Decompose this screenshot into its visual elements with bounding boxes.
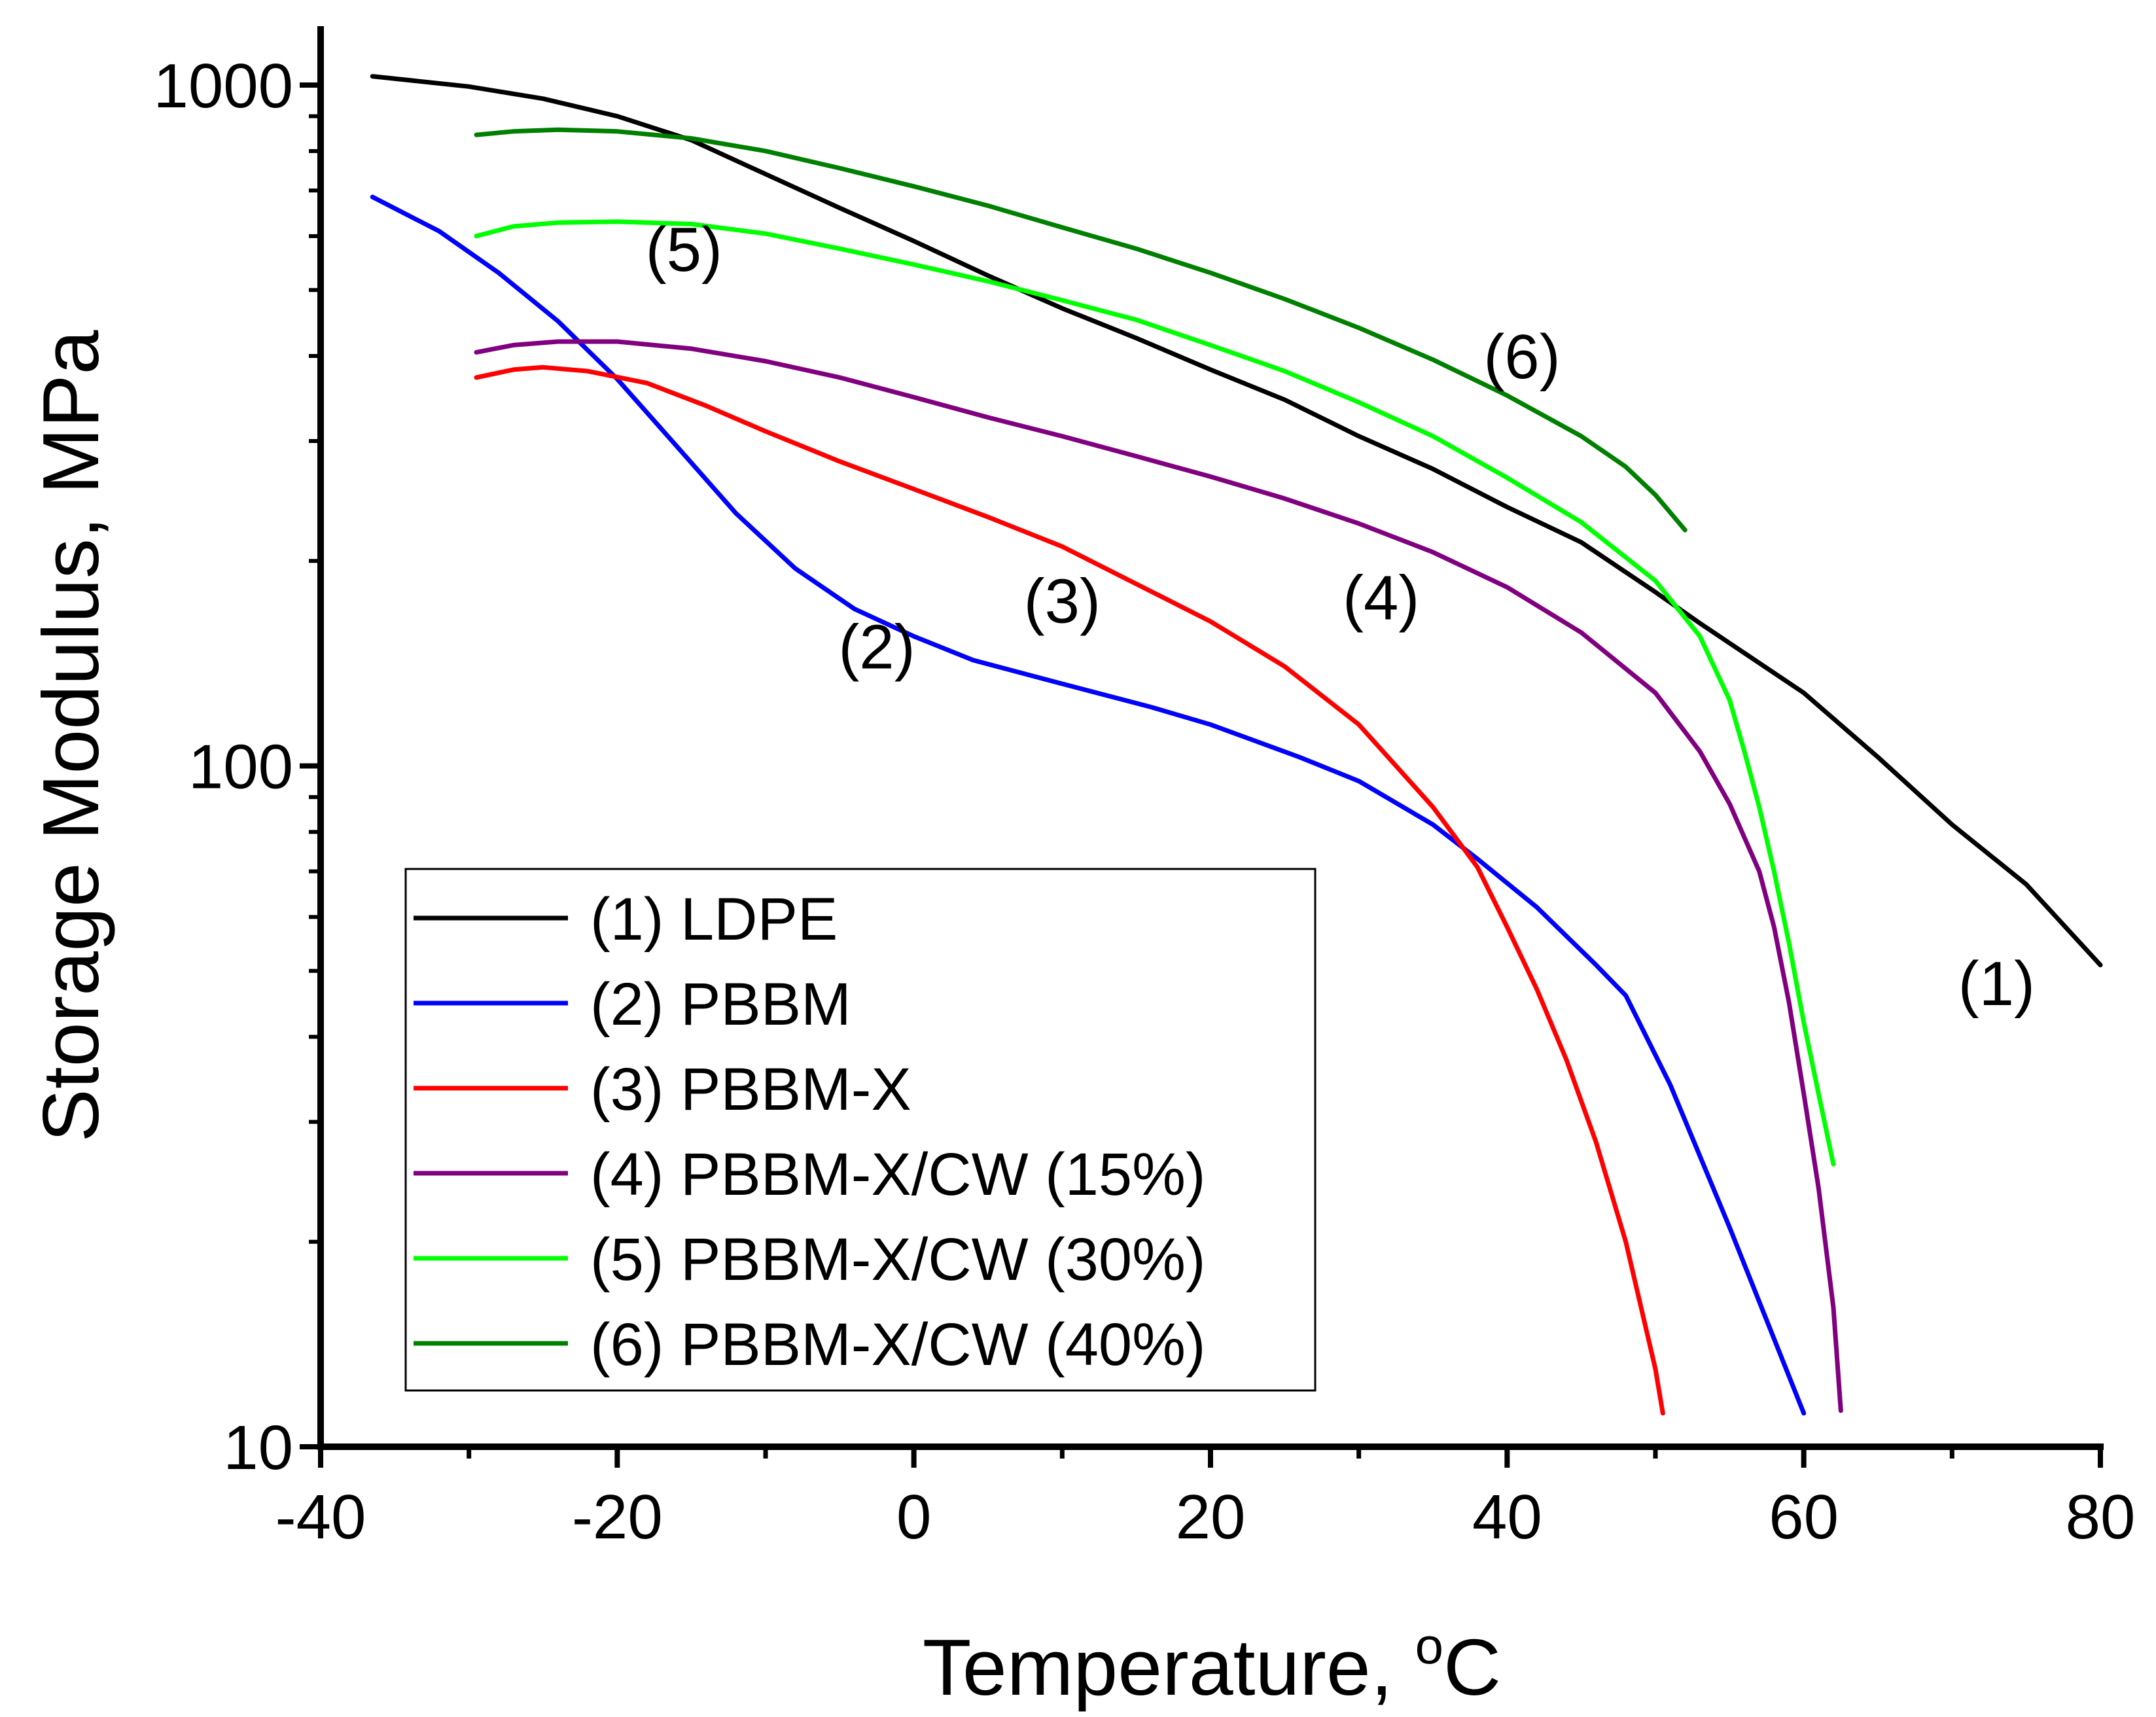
x-tick-label: 80 (2066, 1482, 2136, 1552)
legend-items: (1) LDPE (2) PBBM (3) PBBM-X (4) PBBM-X/CW … (414, 886, 1206, 1378)
curve-label-1: (1) (1958, 949, 2035, 1019)
series-line-2 (370, 194, 1807, 1416)
curve-label-5: (5) (646, 215, 722, 285)
x-tick-label: 20 (1176, 1482, 1246, 1552)
legend-label-4: (4) PBBM-X/CW (15%) (590, 1141, 1206, 1208)
x-axis-title: Temperature, oC (923, 1617, 1501, 1712)
y-tick-label: 10 (223, 1413, 293, 1483)
curve-label-2: (2) (838, 612, 915, 682)
curve-label-4: (4) (1343, 563, 1419, 633)
series-layer (370, 74, 2103, 1416)
legend: (1) LDPE (2) PBBM (3) PBBM-X (4) PBBM-X/CW … (404, 868, 1317, 1392)
series-line-5 (474, 219, 1836, 1167)
legend-label-1: (1) LDPE (590, 886, 838, 953)
legend-label-5: (5) PBBM-X/CW (30%) (590, 1226, 1206, 1293)
legend-label-3: (3) PBBM-X (590, 1056, 911, 1123)
curve-label-3: (3) (1024, 567, 1101, 637)
curve-labels: (1) (2) (3) (4) (5) (6) (646, 215, 2035, 1019)
x-tick-label: 40 (1472, 1482, 1542, 1552)
legend-box (404, 868, 1317, 1392)
series-line-4 (474, 339, 1843, 1413)
x-axis-title-degree: o (1415, 1617, 1443, 1674)
x-tick-label: -40 (275, 1482, 366, 1552)
legend-label-6: (6) PBBM-X/CW (40%) (590, 1311, 1206, 1378)
x-tick-label: -20 (572, 1482, 663, 1552)
x-tick-label: 60 (1769, 1482, 1839, 1552)
ticks: -40 -20 0 20 40 60 80 10 100 1000 (153, 51, 2135, 1552)
x-axis-title-unit: C (1443, 1623, 1501, 1712)
series-line-3 (474, 364, 1665, 1416)
y-tick-label: 100 (188, 732, 293, 802)
series-line-6 (474, 127, 1688, 533)
curve-label-6: (6) (1483, 322, 1560, 392)
y-axis-title: Storage Modulus, MPa (26, 330, 115, 1142)
series-line-1 (370, 74, 2103, 968)
legend-label-2: (2) PBBM (590, 971, 851, 1038)
x-tick-label: 0 (896, 1482, 931, 1552)
y-tick-label: 1000 (153, 51, 293, 121)
x-axis-title-text: Temperature, (923, 1623, 1415, 1712)
